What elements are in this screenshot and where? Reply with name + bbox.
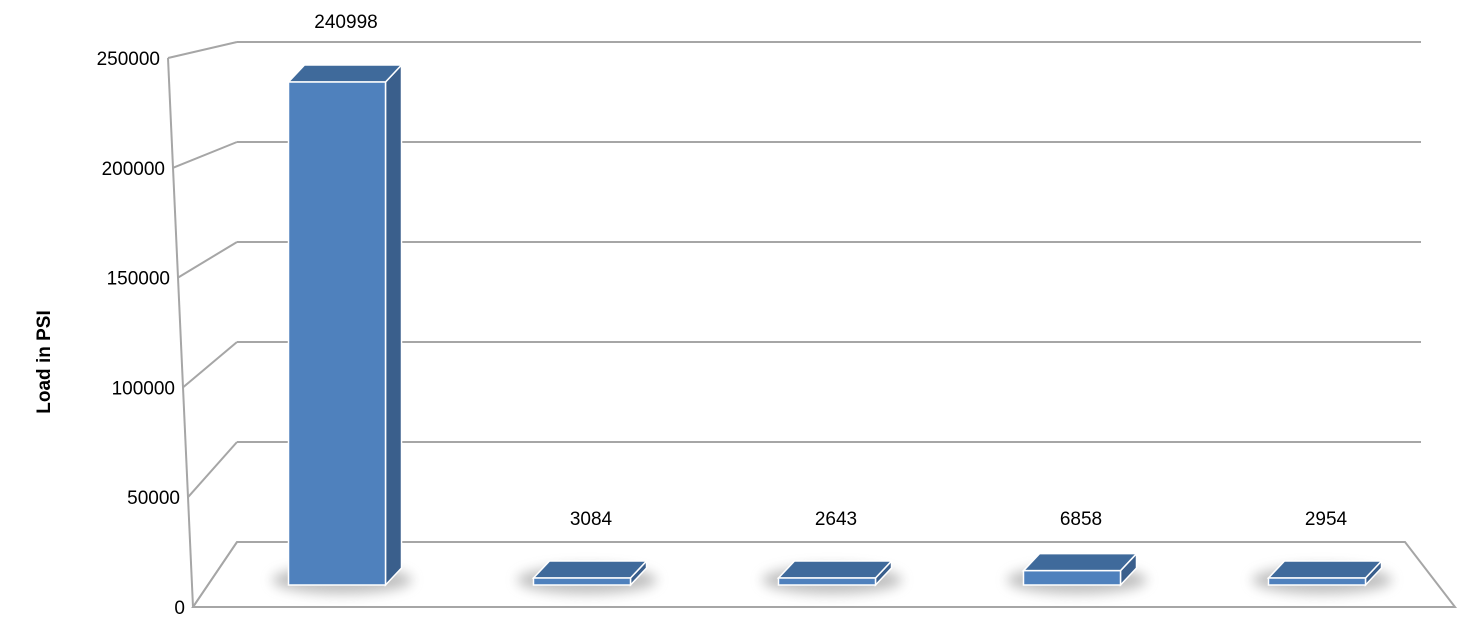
- y-tick-label: 100000: [112, 378, 175, 399]
- bar-group: [762, 559, 902, 594]
- y-axis-title: Load in PSI: [34, 310, 55, 413]
- bar-group: [272, 63, 412, 594]
- y-tick-label: 200000: [102, 159, 165, 180]
- data-label: 2954: [1305, 509, 1348, 530]
- side-wall-gridline: [172, 141, 238, 169]
- chart-bars: [272, 63, 1392, 594]
- bar: [532, 577, 632, 586]
- bar-side-face: [384, 63, 403, 587]
- bar: [1022, 569, 1122, 586]
- y-tick-label: 250000: [97, 49, 160, 70]
- side-wall-gridline: [187, 441, 238, 498]
- data-label: 2643: [815, 509, 857, 530]
- y-tick-label: 0: [174, 598, 185, 617]
- y-tick-label: 150000: [107, 269, 170, 290]
- side-wall-gridline: [177, 241, 238, 279]
- bar: [287, 81, 387, 586]
- chart-axes: [167, 57, 1458, 608]
- data-label: 6858: [1060, 509, 1102, 530]
- bar-top-face: [286, 64, 404, 83]
- bar-group: [517, 559, 657, 594]
- chart-data-labels: 240998 3084 2643 6858 2954: [314, 12, 1347, 530]
- data-label: 240998: [314, 12, 377, 33]
- bar-top-face: [531, 560, 649, 579]
- data-label: 3084: [570, 509, 613, 530]
- bar-top-face: [1021, 552, 1139, 572]
- side-wall-gridline: [182, 341, 238, 389]
- y-axis-line: [167, 57, 194, 608]
- y-axis-tick-labels: 0 50000 100000 150000 200000 250000: [97, 49, 185, 617]
- bar: [777, 577, 877, 586]
- bar-top-face: [1266, 560, 1384, 579]
- bar-group: [1252, 559, 1392, 594]
- side-wall-gridline: [167, 41, 238, 59]
- bar-top-face: [776, 560, 894, 579]
- bar: [1267, 577, 1367, 586]
- chart-gridlines: [167, 41, 1421, 608]
- y-tick-label: 50000: [127, 488, 180, 509]
- chart-floor: [191, 541, 1458, 608]
- bar-group: [1007, 551, 1147, 594]
